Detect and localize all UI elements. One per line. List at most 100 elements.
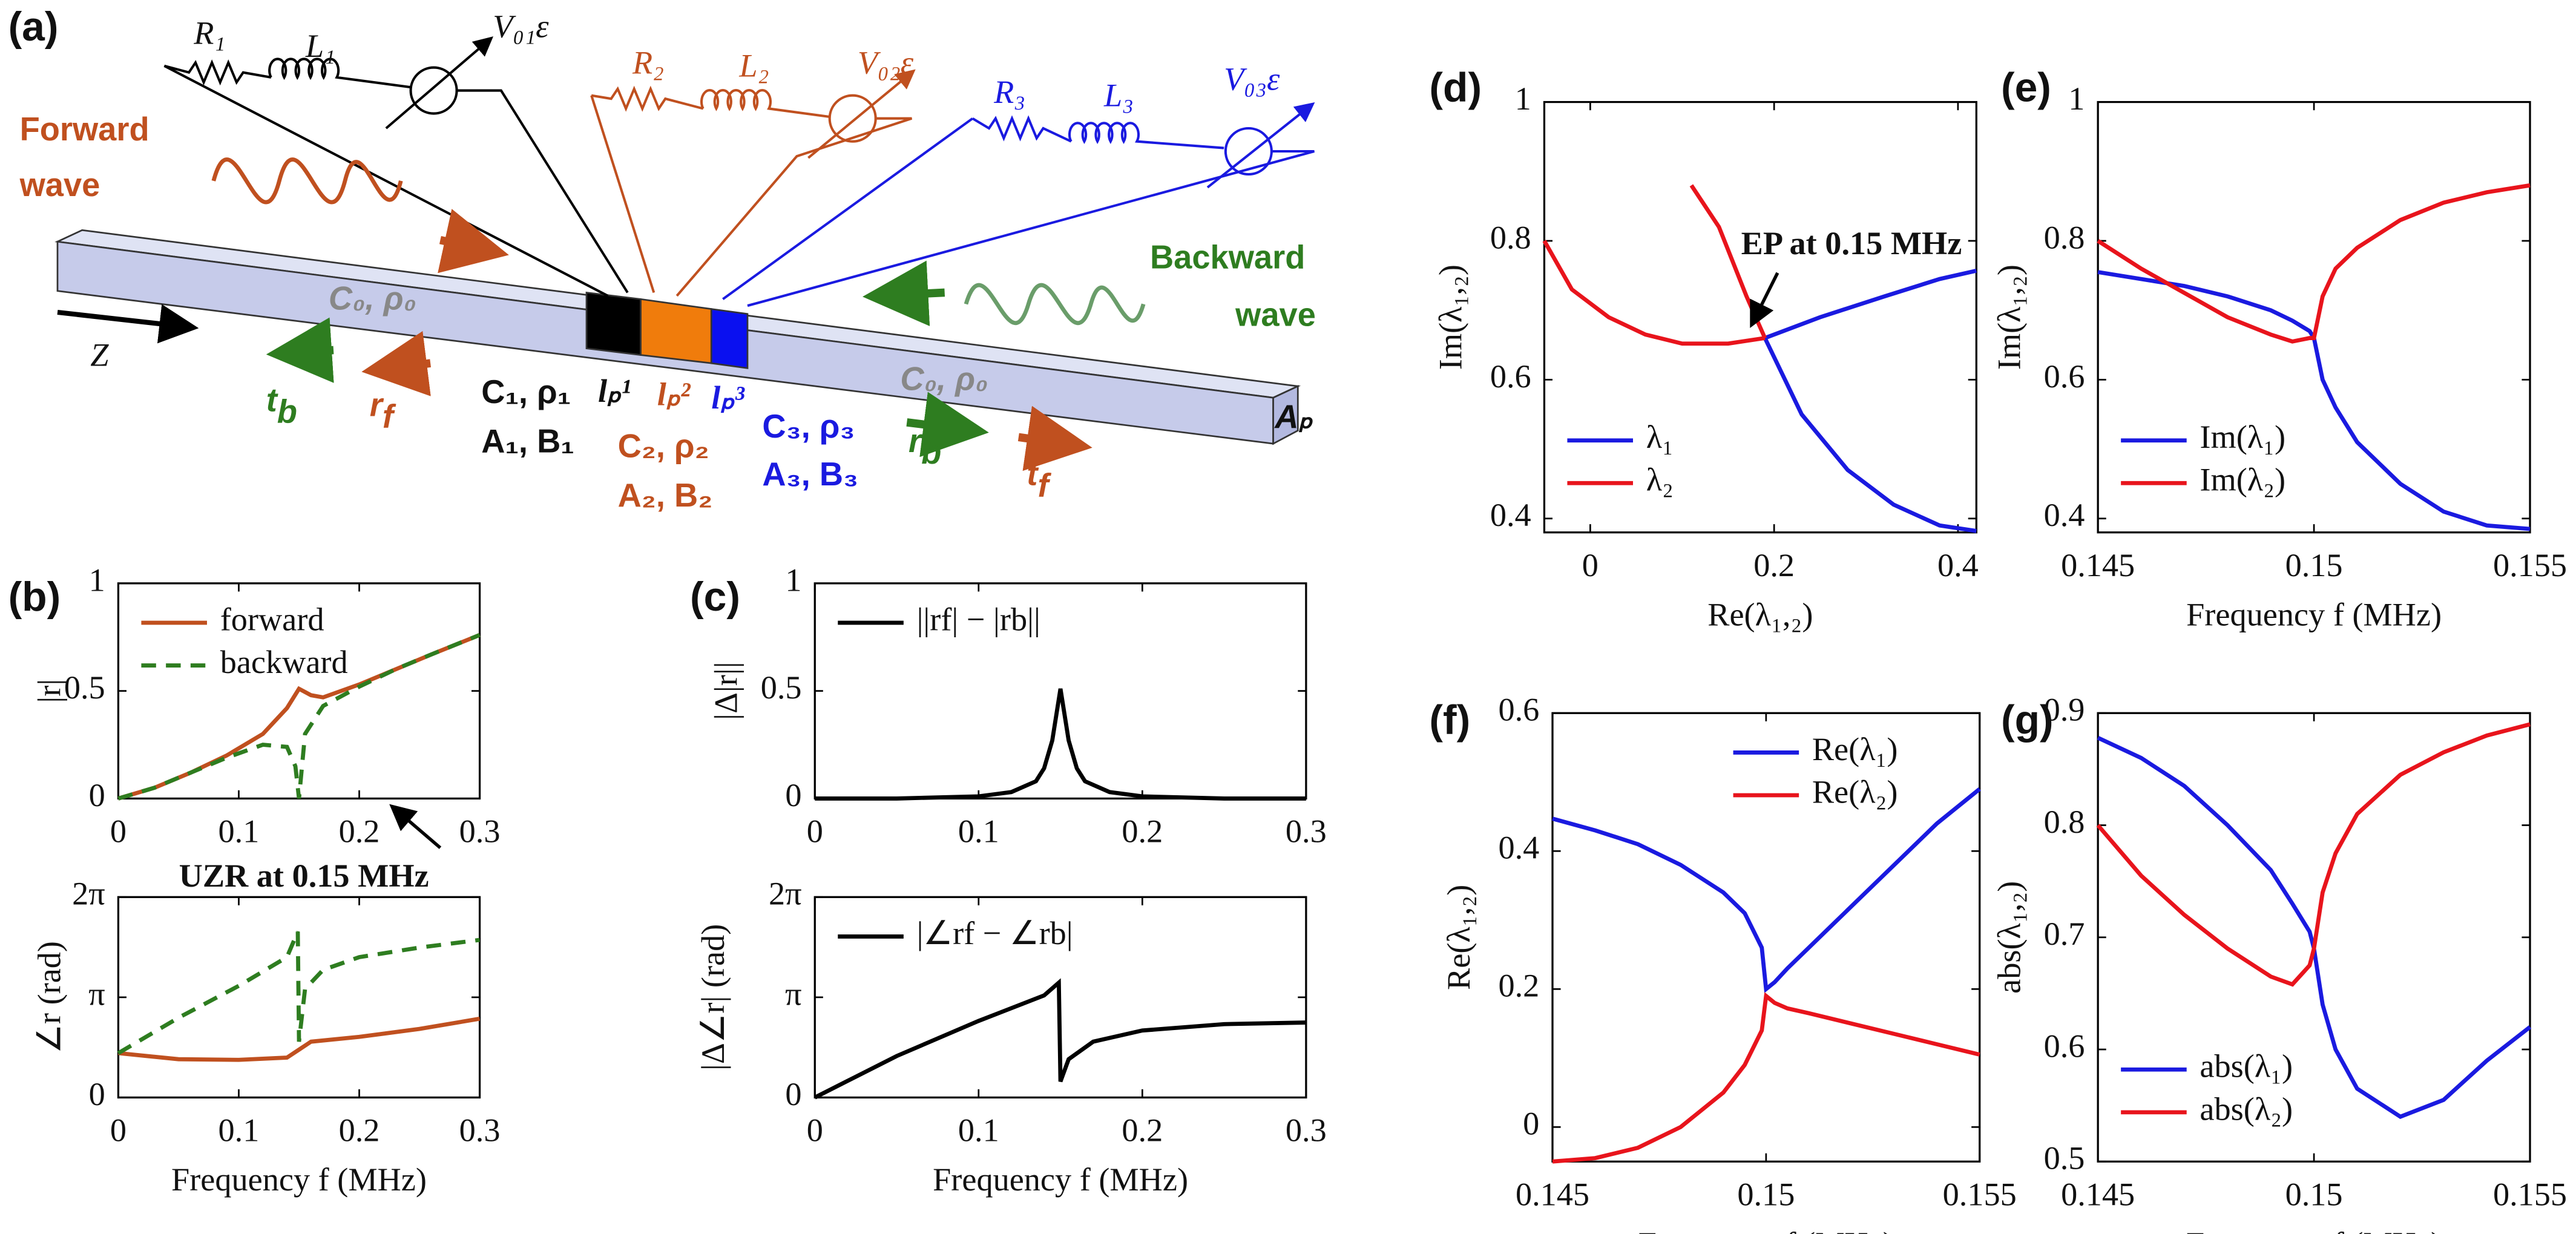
- label: lₚ²: [657, 376, 691, 413]
- label: Z: [90, 336, 109, 373]
- x-axis-label: Frequency f (MHz): [2186, 596, 2442, 632]
- bar-part: [1272, 385, 1299, 445]
- circuit-2-part: [590, 95, 656, 294]
- x-tick-label: 0.3: [459, 1112, 501, 1149]
- panel-label: (b): [8, 574, 61, 620]
- series-line: [1552, 787, 1981, 993]
- circuit-1: [163, 36, 629, 297]
- annotation-arrow: [389, 804, 442, 849]
- label: rf: [370, 387, 396, 435]
- y-axis-label: Re(λ₁,₂): [1441, 885, 1477, 990]
- label: Backward: [1150, 238, 1305, 275]
- x-tick-label: 0: [1582, 547, 1598, 583]
- arrows: [57, 209, 1092, 471]
- label-part: t: [1027, 456, 1039, 493]
- label-part: r: [908, 422, 923, 459]
- circuit-1-part: [268, 57, 411, 89]
- label: C₂, ρ₂: [618, 428, 709, 465]
- bar-part: [585, 291, 642, 356]
- legend-label: ||rf| − |rb||: [917, 601, 1040, 637]
- label: Aₚ: [1273, 398, 1313, 435]
- x-tick-label: 0.3: [1286, 813, 1327, 850]
- y-axis-label: abs(λ₁,₂): [1991, 881, 2027, 994]
- arrows-part: [438, 209, 509, 274]
- waves: [211, 157, 1146, 326]
- x-tick-label: 0.1: [958, 813, 999, 850]
- panel-label: (a): [8, 4, 59, 50]
- series-line: [2097, 183, 2531, 344]
- circuit-1-part: [163, 59, 272, 86]
- circuit-2-part: [700, 89, 830, 119]
- x-tick-label: 0: [807, 1112, 823, 1149]
- x-tick-label: 0.3: [1286, 1112, 1327, 1149]
- y-tick-label: 0.5: [64, 669, 105, 706]
- y-tick-label: 0: [785, 777, 801, 813]
- label-part: f: [383, 398, 396, 435]
- legend-label: |∠rf − ∠rb|: [917, 915, 1073, 951]
- y-tick-label: 0.4: [1498, 830, 1539, 866]
- x-axis-label: Frequency f (MHz): [171, 1161, 427, 1198]
- x-tick-label: 0.2: [1122, 813, 1163, 850]
- y-axis-label: Im(λ₁,₂): [1433, 264, 1469, 370]
- series-line: [1552, 992, 1980, 1164]
- x-tick-label: 0.2: [339, 1112, 380, 1149]
- legend-label: abs(λ₂): [2200, 1091, 2293, 1127]
- bar-part: [640, 298, 712, 364]
- circuit-1-part: [456, 89, 629, 294]
- y-tick-label: 1: [2068, 80, 2085, 117]
- x-axis-label: Frequency f (MHz): [1638, 1226, 1894, 1234]
- label: rb: [908, 422, 941, 471]
- label: Forward: [20, 111, 150, 148]
- y-tick-label: 2π: [769, 876, 802, 912]
- y-tick-label: 0.6: [2044, 358, 2085, 395]
- y-tick-label: 0.7: [2044, 916, 2085, 952]
- series-line: [2097, 270, 2531, 531]
- label: wave: [19, 166, 100, 203]
- series-line: [2097, 735, 2532, 1119]
- series-line: [118, 1016, 481, 1062]
- label: A₁, B₁: [481, 422, 574, 459]
- label-part: f: [1038, 467, 1052, 504]
- label-part: b: [921, 434, 941, 471]
- label: A₂, B₂: [618, 477, 713, 514]
- label: V₀₂ε: [858, 44, 914, 80]
- label: L₁: [305, 28, 335, 64]
- legend-label: λ₂: [1646, 462, 1674, 498]
- x-tick-label: 0.2: [1122, 1112, 1163, 1149]
- legend-label: Re(λ₁): [1812, 731, 1898, 767]
- x-tick-label: 0.1: [218, 813, 260, 850]
- label: C₀, ρ₀: [329, 280, 416, 317]
- label: R₂: [632, 44, 664, 80]
- circuit-3-part: [747, 149, 1315, 307]
- y-tick-label: π: [785, 976, 801, 1012]
- y-tick-label: 1: [785, 562, 801, 598]
- y-axis-label: |Δ|r||: [708, 661, 744, 720]
- x-tick-label: 0.15: [1737, 1176, 1795, 1212]
- legend-label: Re(λ₂): [1812, 773, 1898, 810]
- legend-label: λ₁: [1646, 419, 1674, 455]
- y-axis-label: Im(λ₁,₂): [1991, 264, 2027, 370]
- circuit-2: [590, 69, 916, 297]
- x-tick-label: 0.15: [2285, 1176, 2343, 1212]
- y-tick-label: 0: [1523, 1106, 1539, 1142]
- axes-frame: [117, 896, 481, 1099]
- panel-label: (e): [2001, 65, 2051, 110]
- circuit-1-part: [163, 65, 609, 297]
- x-tick-label: 0.3: [459, 813, 501, 850]
- label-part: b: [277, 393, 297, 430]
- x-axis-label: Frequency f (MHz): [2186, 1226, 2442, 1234]
- legend-label: Im(λ₂): [2200, 462, 2285, 498]
- y-tick-label: 0: [89, 1076, 105, 1112]
- label: C₀, ρ₀: [900, 360, 988, 397]
- circuit-3-part: [722, 117, 974, 300]
- y-tick-label: 1: [1515, 80, 1531, 117]
- y-axis-label: |r|: [31, 679, 67, 703]
- y-tick-label: 0.4: [1490, 497, 1531, 533]
- x-tick-label: 0: [110, 813, 126, 850]
- arrows-part: [361, 331, 431, 396]
- annotation-arrow: [1750, 272, 1779, 328]
- x-tick-label: 0.1: [958, 1112, 999, 1149]
- y-tick-label: 0.8: [1490, 219, 1531, 255]
- series-line: [1763, 268, 1977, 533]
